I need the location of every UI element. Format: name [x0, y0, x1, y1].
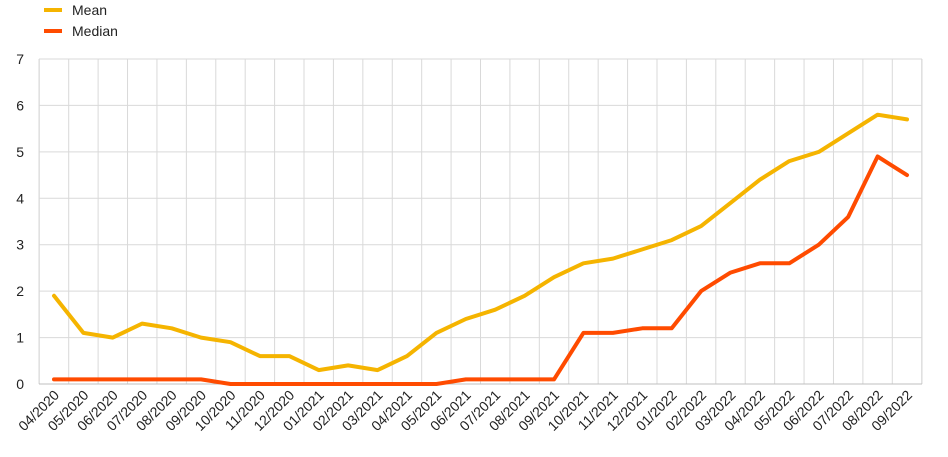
- y-tick-label: 3: [16, 237, 24, 253]
- series-layer: [52, 112, 909, 386]
- legend: Mean Median: [44, 2, 118, 39]
- legend-label-median: Median: [72, 23, 118, 39]
- series-line-median: [52, 154, 909, 386]
- y-tick-label: 4: [16, 190, 24, 206]
- series-line-mean: [52, 112, 909, 373]
- y-tick-label: 5: [16, 144, 24, 160]
- y-axis: 0 1 2 3 4 5 6 7: [16, 51, 24, 392]
- y-tick-label: 7: [16, 51, 24, 67]
- grid: [38, 58, 923, 385]
- x-axis: 04/202005/202006/202007/202008/202009/20…: [15, 383, 922, 434]
- legend-item-median: Median: [44, 23, 118, 39]
- y-tick-label: 6: [16, 97, 24, 113]
- y-tick-label: 1: [16, 330, 24, 346]
- legend-item-mean: Mean: [44, 2, 107, 18]
- y-tick-label: 2: [16, 283, 24, 299]
- y-tick-label: 0: [16, 376, 24, 392]
- legend-label-mean: Mean: [72, 2, 107, 18]
